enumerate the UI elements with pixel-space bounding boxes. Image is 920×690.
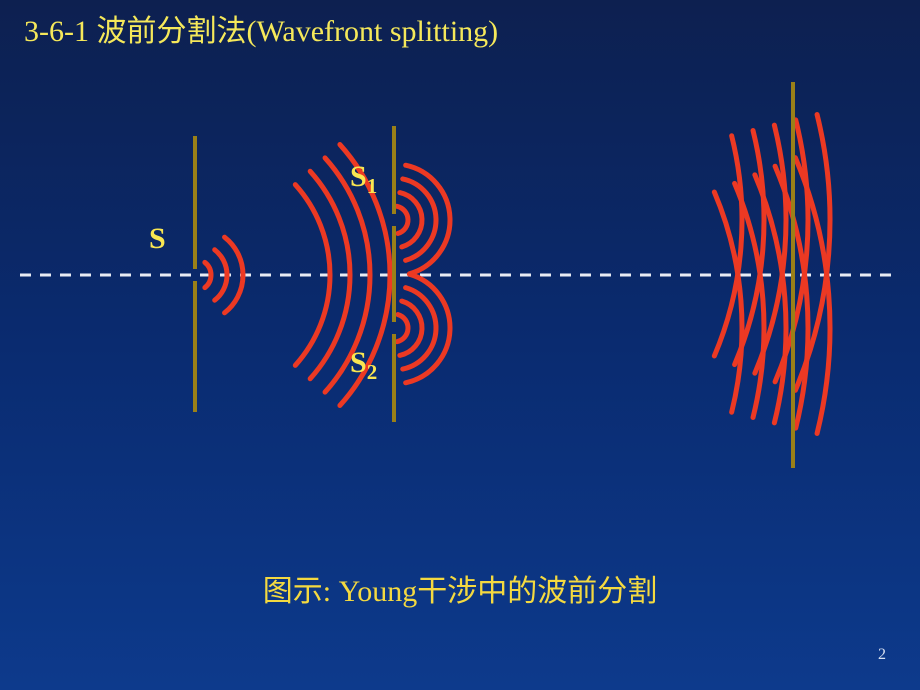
figure-caption: 图示: Young干涉中的波前分割 — [263, 566, 658, 610]
slide-title: 3-6-1 波前分割法(Wavefront splitting) — [24, 6, 498, 50]
page-number: 2 — [878, 646, 886, 664]
label-s2: S2 — [350, 346, 377, 385]
label-s1: S1 — [350, 160, 377, 199]
label-s: S — [149, 222, 166, 256]
